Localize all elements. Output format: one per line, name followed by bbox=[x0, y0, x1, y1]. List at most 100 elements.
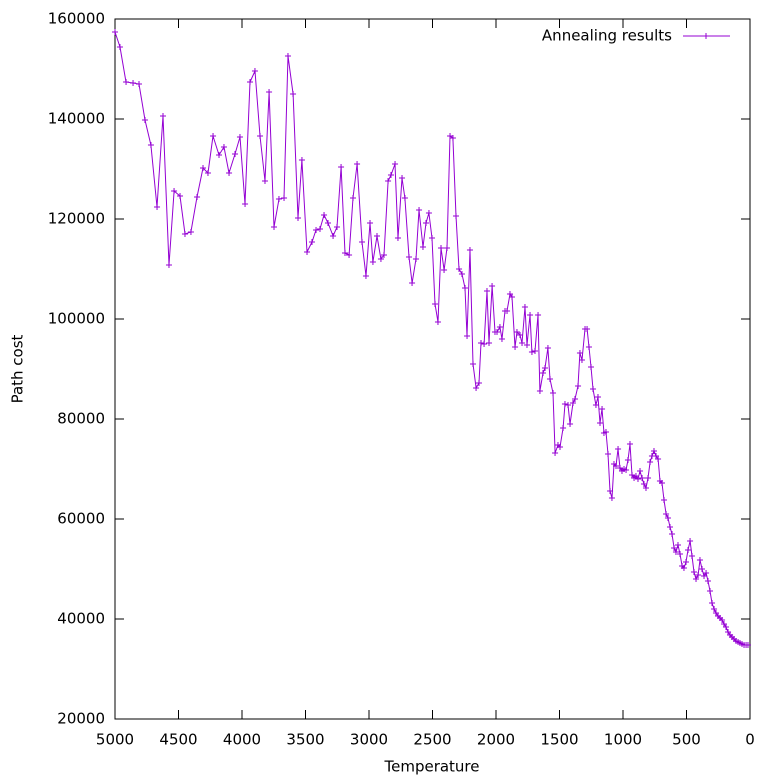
point-marker bbox=[374, 233, 381, 239]
point-marker bbox=[587, 364, 594, 370]
point-marker bbox=[597, 420, 604, 426]
point-marker bbox=[412, 256, 419, 262]
point-marker bbox=[706, 588, 713, 594]
y-tick-label: 20000 bbox=[57, 710, 105, 728]
point-marker bbox=[509, 294, 516, 300]
point-marker bbox=[677, 551, 684, 557]
point-marker bbox=[719, 617, 726, 623]
point-marker bbox=[661, 497, 668, 503]
point-marker bbox=[428, 235, 435, 241]
point-marker bbox=[698, 566, 705, 572]
point-marker bbox=[354, 161, 361, 167]
point-marker bbox=[160, 113, 167, 119]
point-marker bbox=[544, 345, 551, 351]
point-marker bbox=[432, 301, 439, 307]
x-tick-label: 0 bbox=[745, 731, 755, 749]
point-marker bbox=[674, 542, 681, 548]
y-tick-label: 80000 bbox=[57, 410, 105, 428]
point-marker bbox=[399, 175, 406, 181]
point-marker bbox=[136, 81, 143, 87]
point-marker bbox=[187, 229, 194, 235]
point-marker bbox=[569, 400, 576, 406]
point-marker bbox=[466, 247, 473, 253]
point-marker bbox=[634, 476, 641, 482]
point-marker bbox=[394, 235, 401, 241]
point-marker bbox=[693, 576, 700, 582]
point-marker bbox=[470, 361, 477, 367]
point-marker bbox=[704, 578, 711, 584]
point-marker bbox=[406, 254, 413, 260]
point-marker bbox=[663, 511, 670, 517]
point-marker bbox=[527, 312, 534, 318]
point-marker bbox=[557, 444, 564, 450]
point-marker bbox=[251, 68, 258, 74]
y-tick-label: 120000 bbox=[48, 210, 105, 228]
point-marker bbox=[685, 547, 692, 553]
point-marker bbox=[536, 388, 543, 394]
point-marker bbox=[608, 495, 615, 501]
point-marker bbox=[257, 133, 264, 139]
legend-label: Annealing results bbox=[542, 27, 672, 45]
point-marker bbox=[575, 383, 582, 389]
point-marker bbox=[425, 210, 432, 216]
point-marker bbox=[401, 195, 408, 201]
point-marker bbox=[387, 172, 394, 178]
point-marker bbox=[449, 135, 456, 141]
point-marker bbox=[565, 402, 572, 408]
point-marker bbox=[539, 370, 546, 376]
point-marker bbox=[605, 451, 612, 457]
point-marker bbox=[709, 600, 716, 606]
point-marker bbox=[304, 249, 311, 255]
x-tick-label: 500 bbox=[672, 731, 701, 749]
point-marker bbox=[165, 262, 172, 268]
point-marker bbox=[324, 220, 331, 226]
point-marker bbox=[594, 394, 601, 400]
point-marker bbox=[154, 204, 161, 210]
point-marker bbox=[419, 244, 426, 250]
point-marker bbox=[367, 220, 374, 226]
point-marker bbox=[177, 193, 184, 199]
point-marker bbox=[464, 333, 471, 339]
point-marker bbox=[744, 642, 751, 648]
point-marker bbox=[271, 224, 278, 230]
point-marker bbox=[639, 475, 646, 481]
point-marker bbox=[528, 349, 535, 355]
point-marker bbox=[456, 266, 463, 272]
point-marker bbox=[392, 161, 399, 167]
x-tick-label: 1500 bbox=[540, 731, 578, 749]
point-marker bbox=[655, 456, 662, 462]
legend-marker bbox=[703, 33, 709, 39]
x-tick-label: 5000 bbox=[96, 731, 134, 749]
point-marker bbox=[483, 288, 490, 294]
y-tick-label: 140000 bbox=[48, 110, 105, 128]
point-marker bbox=[380, 252, 387, 258]
point-marker bbox=[473, 385, 480, 391]
x-axis-label: Temperature bbox=[383, 758, 479, 776]
point-marker bbox=[290, 91, 297, 97]
point-marker bbox=[338, 164, 345, 170]
point-marker bbox=[266, 89, 273, 95]
y-tick-label: 100000 bbox=[48, 310, 105, 328]
point-marker bbox=[585, 344, 592, 350]
x-tick-label: 3500 bbox=[286, 731, 324, 749]
point-marker bbox=[682, 559, 689, 565]
point-marker bbox=[112, 29, 118, 35]
point-marker bbox=[512, 344, 519, 350]
point-marker bbox=[664, 515, 671, 521]
point-marker bbox=[672, 549, 679, 555]
point-marker bbox=[680, 565, 687, 571]
point-marker bbox=[333, 224, 340, 230]
point-marker bbox=[204, 170, 211, 176]
point-marker bbox=[535, 312, 542, 318]
point-marker bbox=[584, 326, 591, 332]
point-marker bbox=[531, 348, 538, 354]
point-marker bbox=[504, 308, 511, 314]
point-marker bbox=[578, 357, 585, 363]
point-marker bbox=[494, 329, 501, 335]
point-marker bbox=[130, 80, 137, 86]
point-marker bbox=[236, 134, 243, 140]
point-marker bbox=[645, 475, 652, 481]
point-marker bbox=[519, 340, 526, 346]
point-marker bbox=[615, 446, 622, 452]
